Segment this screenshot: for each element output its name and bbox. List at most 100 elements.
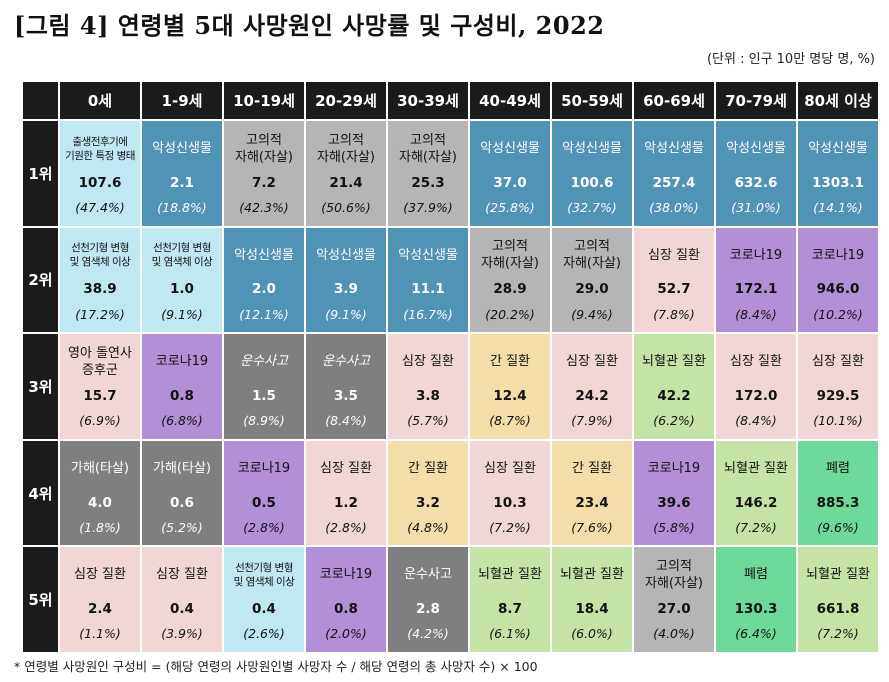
cause-name: 악성신생물 <box>480 141 540 157</box>
composition-ratio: (9.6%) <box>817 519 859 535</box>
death-rate: 0.4 <box>170 601 194 618</box>
death-rate: 38.9 <box>83 281 117 298</box>
table-cell: 출생전후기에 기원한 특정 병태 107.6 (47.4%) <box>60 121 140 226</box>
cause-name: 고의적 자해(자살) <box>399 132 457 165</box>
composition-ratio: (6.0%) <box>571 626 613 642</box>
table-cell: 뇌혈관 질환 8.7 (6.1%) <box>470 547 550 652</box>
cause-name: 심장 질환 <box>730 354 782 370</box>
rank-label: 5위 <box>23 547 58 652</box>
composition-ratio: (5.2%) <box>161 519 203 535</box>
table-cell: 코로나19 39.6 (5.8%) <box>634 440 714 546</box>
table-cell: 악성신생물 1303.1 (14.1%) <box>798 121 878 226</box>
table-cell: 심장 질환 0.4 (3.9%) <box>142 547 222 652</box>
table-cell: 고의적 자해(자살) 25.3 (37.9%) <box>388 121 468 226</box>
table-cell: 악성신생물 2.0 (12.1%) <box>224 227 304 333</box>
death-rate: 27.0 <box>657 601 691 618</box>
cause-name: 심장 질환 <box>812 354 864 370</box>
composition-ratio: (9.1%) <box>325 306 367 322</box>
table-cell: 가해(타살) 4.0 (1.8%) <box>60 440 140 546</box>
cause-name: 출생전후기에 기원한 특정 병태 <box>65 135 135 162</box>
composition-ratio: (8.7%) <box>489 413 531 429</box>
column-header: 20-29세 <box>306 82 386 119</box>
table-cell: 심장 질환 929.5 (10.1%) <box>798 334 878 439</box>
composition-ratio: (7.9%) <box>571 413 613 429</box>
death-rate: 946.0 <box>816 281 860 298</box>
death-rate: 2.4 <box>88 601 112 618</box>
death-rate: 21.4 <box>329 174 363 191</box>
footnote: * 연령별 사망원인 구성비 = (해당 연령의 사망원인별 사망자 수 / 해… <box>14 659 538 674</box>
composition-ratio: (12.1%) <box>239 306 289 322</box>
table-cell: 코로나19 0.8 (6.8%) <box>142 334 222 439</box>
composition-ratio: (37.9%) <box>403 199 453 215</box>
table-cell: 운수사고 1.5 (8.9%) <box>224 334 304 439</box>
death-rate: 100.6 <box>570 174 614 191</box>
table-cell: 심장 질환 24.2 (7.9%) <box>552 334 632 439</box>
death-rate: 0.8 <box>170 387 194 404</box>
death-rate: 12.4 <box>493 387 527 404</box>
death-rate: 2.1 <box>170 174 194 191</box>
composition-ratio: (8.4%) <box>735 306 777 322</box>
cause-name: 운수사고 <box>240 354 288 370</box>
cause-name: 코로나19 <box>811 247 865 263</box>
death-rate: 3.5 <box>334 387 358 404</box>
composition-ratio: (1.1%) <box>79 626 121 642</box>
table-cell: 간 질환 23.4 (7.6%) <box>552 440 632 546</box>
composition-ratio: (10.2%) <box>813 306 863 322</box>
composition-ratio: (42.3%) <box>239 199 289 215</box>
cause-name: 악성신생물 <box>398 247 458 263</box>
death-rate: 0.6 <box>170 494 194 511</box>
death-rate: 29.0 <box>575 281 609 298</box>
death-rate: 146.2 <box>734 494 778 511</box>
table-cell: 선천기형 변형 및 염색체 이상 1.0 (9.1%) <box>142 227 222 333</box>
composition-ratio: (6.1%) <box>489 626 531 642</box>
death-rate: 2.0 <box>252 281 276 298</box>
cause-name: 심장 질환 <box>566 354 618 370</box>
cause-name: 뇌혈관 질환 <box>642 354 706 370</box>
table-cell: 선천기형 변형 및 염색체 이상 38.9 (17.2%) <box>60 227 140 333</box>
column-header: 50-59세 <box>552 82 632 119</box>
cause-name: 가해(타살) <box>71 460 129 476</box>
cause-of-death-table: 0세 1-9세 10-19세 20-29세 30-39세 40-49세 50-59세 60-6… <box>23 82 878 652</box>
table-cell: 폐렴 130.3 (6.4%) <box>716 547 796 652</box>
rank-label: 4위 <box>23 440 58 546</box>
cause-name: 고의적 자해(자살) <box>235 132 293 165</box>
cause-name: 악성신생물 <box>808 141 868 157</box>
cause-name: 고의적 자해(자살) <box>481 239 539 272</box>
composition-ratio: (2.8%) <box>325 519 367 535</box>
composition-ratio: (32.7%) <box>567 199 617 215</box>
cause-name: 선천기형 변형 및 염색체 이상 <box>69 242 131 269</box>
table-cell: 코로나19 946.0 (10.2%) <box>798 227 878 333</box>
cause-name: 뇌혈관 질환 <box>560 567 624 583</box>
death-rate: 929.5 <box>816 387 860 404</box>
table-corner <box>23 82 58 119</box>
table-cell: 뇌혈관 질환 661.8 (7.2%) <box>798 547 878 652</box>
table-cell: 간 질환 12.4 (8.7%) <box>470 334 550 439</box>
cause-name: 심장 질환 <box>74 567 126 583</box>
table-cell: 뇌혈관 질환 146.2 (7.2%) <box>716 440 796 546</box>
composition-ratio: (9.1%) <box>161 306 203 322</box>
death-rate: 3.9 <box>334 281 358 298</box>
cause-name: 뇌혈관 질환 <box>724 460 788 476</box>
death-rate: 257.4 <box>652 174 696 191</box>
table-cell: 심장 질환 52.7 (7.8%) <box>634 227 714 333</box>
table-cell: 고의적 자해(자살) 21.4 (50.6%) <box>306 121 386 226</box>
cause-name: 심장 질환 <box>320 460 372 476</box>
cause-name: 악성신생물 <box>644 141 704 157</box>
cause-name: 운수사고 <box>404 567 452 583</box>
table-cell: 가해(타살) 0.6 (5.2%) <box>142 440 222 546</box>
table-cell: 운수사고 2.8 (4.2%) <box>388 547 468 652</box>
composition-ratio: (9.4%) <box>571 306 613 322</box>
composition-ratio: (1.8%) <box>79 519 121 535</box>
composition-ratio: (25.8%) <box>485 199 535 215</box>
death-rate: 52.7 <box>657 281 691 298</box>
table-cell: 코로나19 0.5 (2.8%) <box>224 440 304 546</box>
composition-ratio: (2.0%) <box>325 626 367 642</box>
composition-ratio: (6.4%) <box>735 626 777 642</box>
table-cell: 악성신생물 257.4 (38.0%) <box>634 121 714 226</box>
death-rate: 28.9 <box>493 281 527 298</box>
death-rate: 37.0 <box>493 174 527 191</box>
table-cell: 심장 질환 172.0 (8.4%) <box>716 334 796 439</box>
table-cell: 심장 질환 10.3 (7.2%) <box>470 440 550 546</box>
column-header: 70-79세 <box>716 82 796 119</box>
composition-ratio: (10.1%) <box>813 413 863 429</box>
